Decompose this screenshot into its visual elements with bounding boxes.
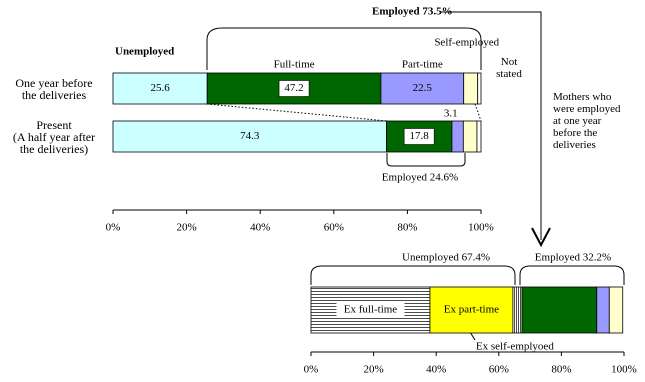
series-label: Unemployed [115,46,174,58]
series-label: Not stated [496,56,522,80]
series-label: Ex full-time [344,304,398,316]
series-label: Ex self-emplyoed [476,341,554,353]
x-tick-label: 80% [551,364,571,376]
x-tick-label: 100% [611,364,637,376]
annotation: Employed 32.2% [535,252,611,264]
x-tick-label: 40% [426,364,446,376]
bar-segment [429,286,514,334]
data-label: 25.6 [150,82,170,94]
label-box [336,302,405,318]
x-tick-label: 20% [364,364,384,376]
bar-segment [112,120,387,153]
data-label: 22.5 [413,82,433,94]
bar-segment [462,120,478,153]
bar-segment [521,286,598,334]
series-label: Ex part-time [444,304,499,316]
x-tick-label: 60% [489,364,509,376]
annotation: Unemployed 67.4% [402,252,490,264]
bar-segment [512,286,523,334]
bar-segment [463,72,479,105]
x-tick-label: 0% [106,222,121,234]
data-label: 47.2 [284,82,303,94]
x-tick-label: 80% [397,222,417,234]
annotation: Employed 73.5% [372,6,453,18]
bar-segment [608,286,624,334]
bar-segment [596,286,610,334]
label-box [278,80,310,97]
bar-segment [451,120,464,153]
x-tick-label: 100% [468,222,494,234]
series-label: Self-employed [434,37,499,49]
label-box [403,128,435,145]
data-label: 74.3 [240,130,260,142]
x-tick-label: 0% [304,364,319,376]
data-label: 3.1 [444,108,458,120]
x-tick-label: 40% [250,222,270,234]
category-label: One year before the deliveries [15,75,93,102]
bar-segment [380,72,465,105]
annotation: Employed 24.6% [382,172,458,184]
x-tick-label: 20% [177,222,197,234]
bar-segment [476,120,482,153]
series-label: Part-time [402,59,443,71]
decorations [206,11,625,341]
annotation: Mothers who were employed at one year be… [553,91,621,151]
bar-segment [477,72,482,105]
series-label: Full-time [274,59,315,71]
category-label: Present (A half year after the deliverie… [12,117,96,156]
x-tick-label: 60% [324,222,344,234]
data-label: 17.8 [410,130,430,142]
